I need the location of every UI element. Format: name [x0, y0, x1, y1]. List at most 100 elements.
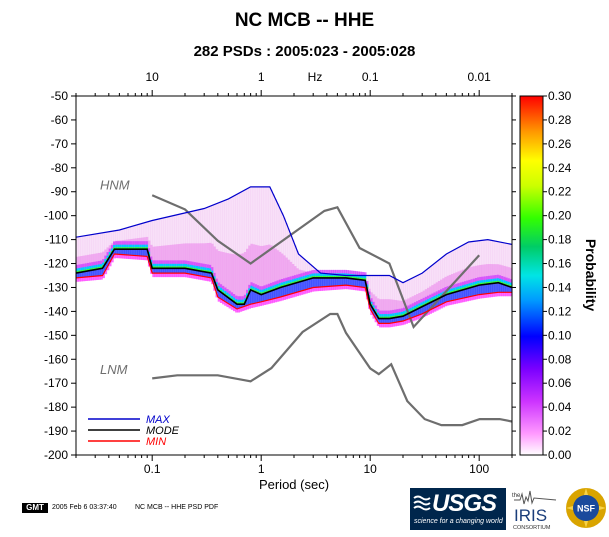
density-lower	[185, 268, 188, 274]
density-lower	[320, 277, 323, 287]
density-mid	[287, 259, 291, 286]
colorbar-tick-label: 0.30	[548, 89, 572, 103]
density-lower	[505, 285, 509, 293]
density-core	[230, 295, 234, 300]
density-upper	[492, 240, 496, 284]
density-core	[189, 264, 193, 269]
density-upper	[80, 236, 84, 273]
density-fringe	[431, 308, 435, 313]
density-upper	[472, 241, 476, 287]
density-upper	[426, 268, 430, 304]
density-core	[474, 281, 478, 286]
density-fringe	[298, 291, 302, 296]
density-lower	[300, 281, 304, 291]
y-tick-label: -90	[51, 185, 69, 199]
density-mid	[477, 265, 480, 286]
density-lower	[418, 308, 422, 315]
colorbar-tick-label: 0.20	[548, 209, 572, 223]
colorbar-tick-label: 0.02	[548, 424, 572, 438]
density-lower	[95, 269, 99, 277]
density-mid	[165, 245, 169, 269]
density-fringe	[95, 276, 99, 281]
nsf-logo: NSF	[564, 486, 608, 530]
density-fringe	[507, 292, 511, 297]
density-mid	[206, 243, 210, 273]
density-core	[128, 244, 132, 249]
density-mid	[200, 243, 204, 272]
density-mid	[485, 264, 489, 285]
density-fringe	[228, 304, 232, 309]
density-upper	[405, 281, 408, 315]
density-upper	[464, 243, 467, 290]
density-fringe	[91, 276, 95, 281]
density-fringe	[479, 294, 483, 299]
density-lower	[311, 278, 315, 288]
density-mid	[215, 249, 219, 287]
density-core	[206, 267, 210, 272]
density-fringe	[405, 319, 408, 324]
density-lower	[328, 277, 332, 287]
density-lower	[376, 317, 380, 322]
density-fringe	[182, 273, 186, 278]
density-upper	[448, 252, 452, 294]
density-core	[394, 313, 398, 318]
density-mid	[435, 282, 439, 300]
density-lower	[204, 272, 208, 277]
density-mid	[261, 245, 265, 295]
density-mid	[437, 280, 441, 299]
density-fringe	[481, 294, 485, 299]
density-fringe	[265, 300, 269, 305]
density-lower	[189, 269, 193, 275]
density-lower	[167, 268, 171, 274]
density-lower	[174, 268, 177, 274]
density-core	[263, 288, 267, 293]
density-core	[403, 311, 406, 316]
colorbar-tick-label: 0.06	[548, 376, 572, 390]
density-mid	[507, 267, 511, 287]
density-lower	[385, 318, 389, 324]
density-core	[453, 287, 456, 292]
density-upper	[102, 232, 105, 268]
usgs-wordmark: USGS	[432, 490, 497, 517]
density-fringe	[488, 293, 491, 298]
density-core	[195, 265, 199, 270]
density-fringe	[263, 300, 267, 305]
density-lower	[219, 292, 223, 300]
density-fringe	[381, 323, 384, 328]
density-fringe	[283, 295, 286, 300]
density-mid	[440, 279, 443, 298]
density-upper	[259, 186, 262, 295]
density-lower	[426, 303, 430, 311]
density-lower	[123, 249, 127, 255]
density-lower	[137, 249, 140, 256]
density-fringe	[180, 273, 184, 278]
density-mid	[291, 263, 295, 284]
density-fringe	[320, 286, 323, 291]
density-core	[416, 304, 419, 309]
density-fringe	[132, 255, 136, 260]
density-mid	[392, 299, 395, 318]
density-lower	[374, 313, 378, 319]
density-core	[156, 263, 160, 268]
density-fringe	[350, 285, 354, 290]
density-fringe	[165, 273, 169, 278]
density-upper	[154, 219, 158, 269]
density-lower	[444, 295, 448, 303]
density-upper	[270, 189, 273, 291]
density-mid	[193, 243, 197, 271]
density-fringe	[274, 298, 278, 303]
density-lower	[180, 268, 184, 274]
density-lower	[287, 285, 291, 295]
density-core	[84, 266, 88, 271]
density-core	[265, 288, 269, 293]
density-fringe	[341, 285, 345, 290]
density-core	[413, 305, 417, 310]
density-upper	[86, 235, 90, 271]
density-core	[165, 263, 169, 268]
density-upper	[304, 260, 308, 280]
density-mid	[494, 264, 498, 284]
density-core	[313, 273, 317, 278]
density-lower	[198, 270, 201, 276]
density-peak	[503, 282, 507, 286]
colorbar-tick-label: 0.14	[548, 280, 572, 294]
